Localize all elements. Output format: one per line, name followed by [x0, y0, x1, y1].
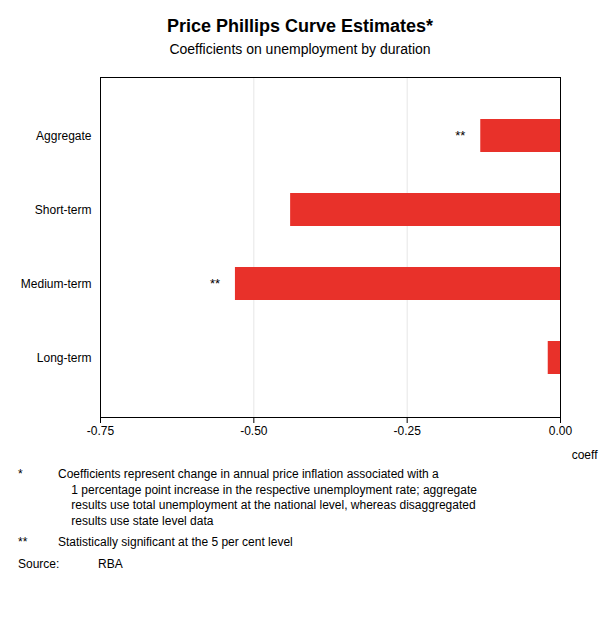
html-text:RBA: RBA	[98, 557, 123, 571]
svg-text:-0.25: -0.25	[393, 424, 421, 438]
svg-text:Aggregate: Aggregate	[36, 129, 92, 143]
html-text:Statistically significant at t: Statistically significant at the 5 per c…	[58, 535, 293, 550]
html-text:Source:: Source:	[18, 557, 60, 571]
svg-text:0.00: 0.00	[549, 424, 573, 438]
svg-text:Long-term: Long-term	[37, 351, 92, 365]
svg-text:-0.75: -0.75	[87, 424, 115, 438]
svg-text:coeff: coeff	[572, 448, 598, 462]
html-text:Coefficients represent change: Coefficients represent change in annual …	[58, 467, 477, 528]
svg-text:Short-term: Short-term	[35, 203, 92, 217]
svg-text:Medium-term: Medium-term	[21, 277, 92, 291]
svg-text:**: **	[455, 128, 465, 143]
html-text:Price Phillips Curve Estimates: Price Phillips Curve Estimates*	[166, 16, 434, 36]
html-text:Coefficients on unemployment b: Coefficients on unemployment by duration	[169, 41, 431, 57]
svg-text:**: **	[210, 276, 220, 291]
svg-text:-0.50: -0.50	[240, 424, 268, 438]
